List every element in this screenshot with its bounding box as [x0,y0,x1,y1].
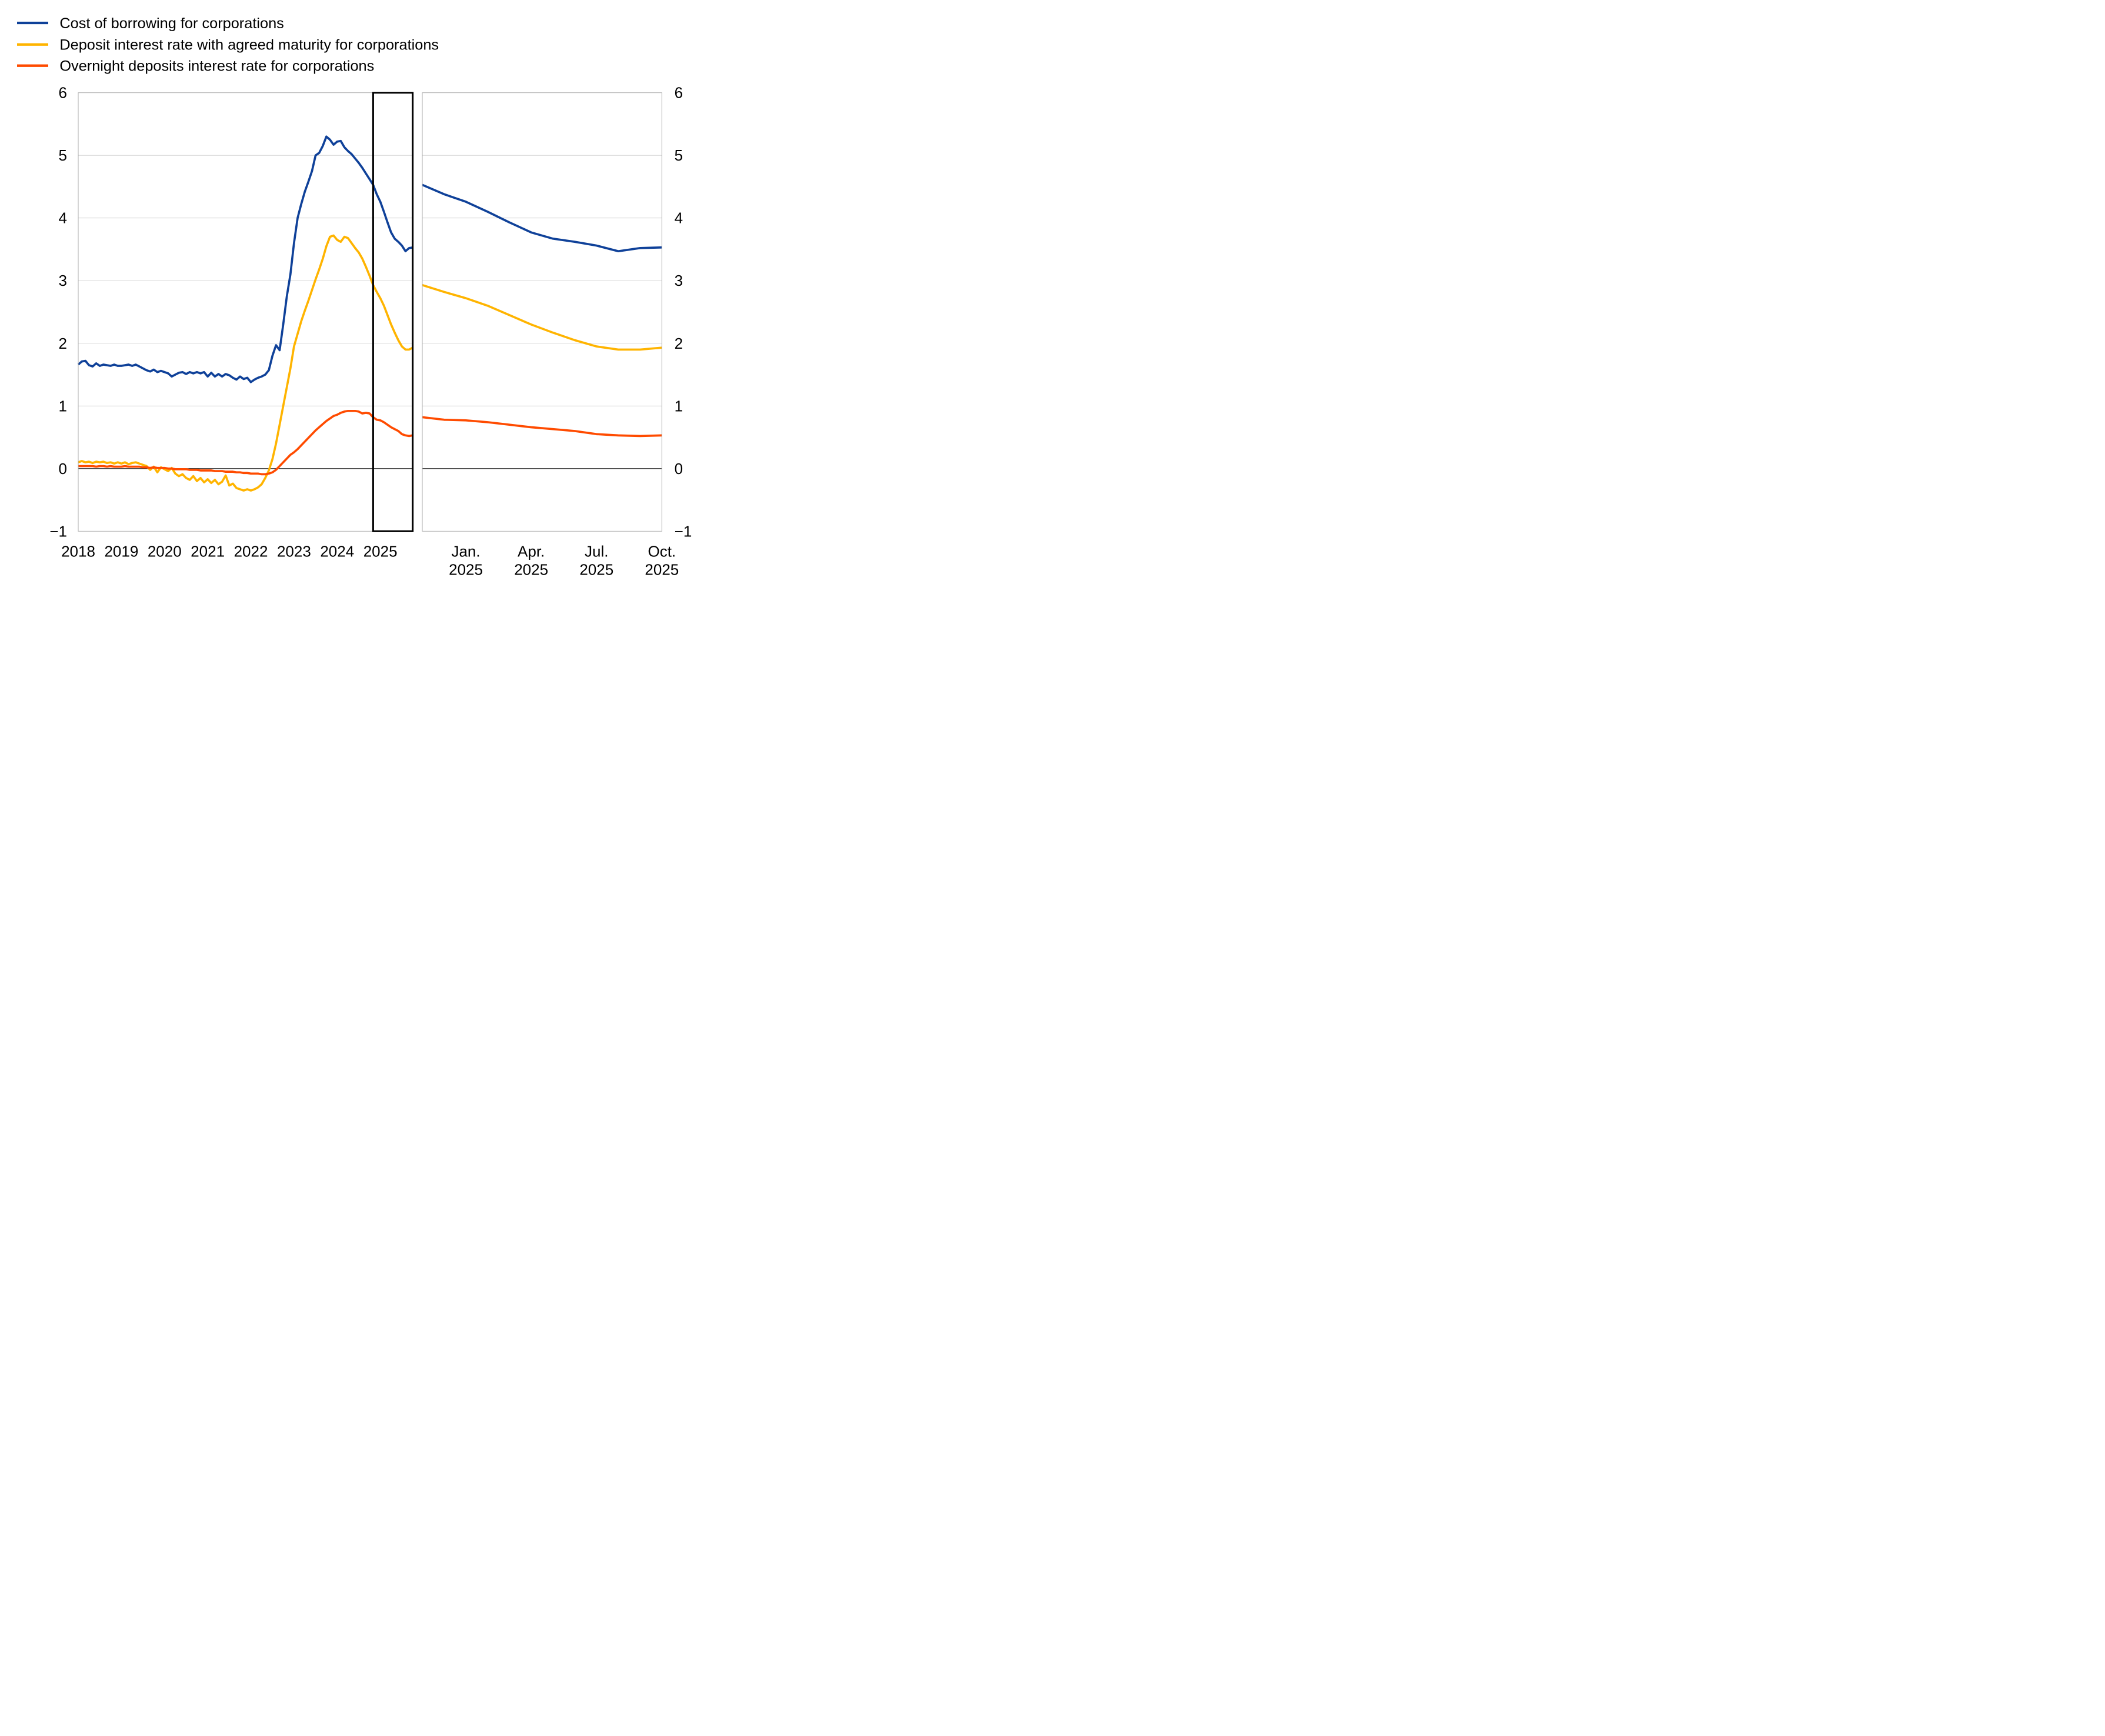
interest-rates-chart-figure: Cost of borrowing for corporations Deposi… [0,0,702,579]
left-x-tick-label-2019: 2019 [104,543,138,560]
left-x-tick-label-2021: 2021 [191,543,225,560]
left-y-tick-label-2: 2 [59,335,67,352]
right-y-tick-label-4: 4 [675,209,683,227]
right-x-tick-year-3: 2025 [645,560,679,578]
chart-background [0,0,702,579]
right-x-tick-year-0: 2025 [449,560,483,578]
right-x-tick-year-1: 2025 [514,560,548,578]
left-y-tick-label-3: 3 [59,272,67,289]
right-x-tick-month-0: Jan. [451,543,480,560]
left-x-tick-label-2022: 2022 [234,543,268,560]
left-x-tick-label-2018: 2018 [61,543,95,560]
right-y-tick-label-3: 3 [675,272,683,289]
left-y-tick-label-4: 4 [59,209,67,227]
left-x-tick-label-2025: 2025 [363,543,398,560]
right-panel [422,92,662,532]
left-y-tick-label--1: −1 [49,522,67,540]
left-y-tick-label-1: 1 [59,397,67,415]
highlight-box-2025 [372,92,414,532]
legend-label-overnight-deposits: Overnight deposits interest rate for cor… [59,58,374,75]
right-y-tick-label-5: 5 [675,146,683,164]
left-x-tick-label-2020: 2020 [148,543,182,560]
legend-label-deposit-agreed-maturity: Deposit interest rate with agreed maturi… [59,37,439,54]
right-panel-border [422,92,662,532]
left-y-tick-label-5: 5 [59,146,67,164]
left-x-tick-label-2023: 2023 [277,543,311,560]
right-y-tick-label-6: 6 [675,84,683,102]
line-chart-canvas: Cost of borrowing for corporations Deposi… [0,0,702,579]
right-y-tick-label--1: −1 [675,522,692,540]
right-x-tick-month-1: Apr. [518,543,545,560]
right-series-line-deposit-agreed-maturity [422,283,662,351]
right-series-line-overnight-deposits [422,416,662,438]
right-y-tick-label-1: 1 [675,397,683,415]
legend-label-cost-of-borrowing: Cost of borrowing for corporations [59,15,284,32]
right-series-line-cost-of-borrowing [422,183,662,252]
right-x-tick-month-3: Oct. [648,543,676,560]
right-y-tick-label-2: 2 [675,335,683,352]
left-x-tick-label-2024: 2024 [320,543,354,560]
left-y-tick-label-0: 0 [59,460,67,478]
left-series-line-overnight-deposits [78,409,413,476]
right-x-tick-year-2: 2025 [579,560,613,578]
right-y-tick-label-0: 0 [675,460,683,478]
left-panel [77,92,414,532]
right-x-tick-month-2: Jul. [585,543,608,560]
left-series-line-cost-of-borrowing [77,135,413,383]
left-series-line-deposit-agreed-maturity [78,234,413,492]
left-y-tick-label-6: 6 [59,84,67,102]
